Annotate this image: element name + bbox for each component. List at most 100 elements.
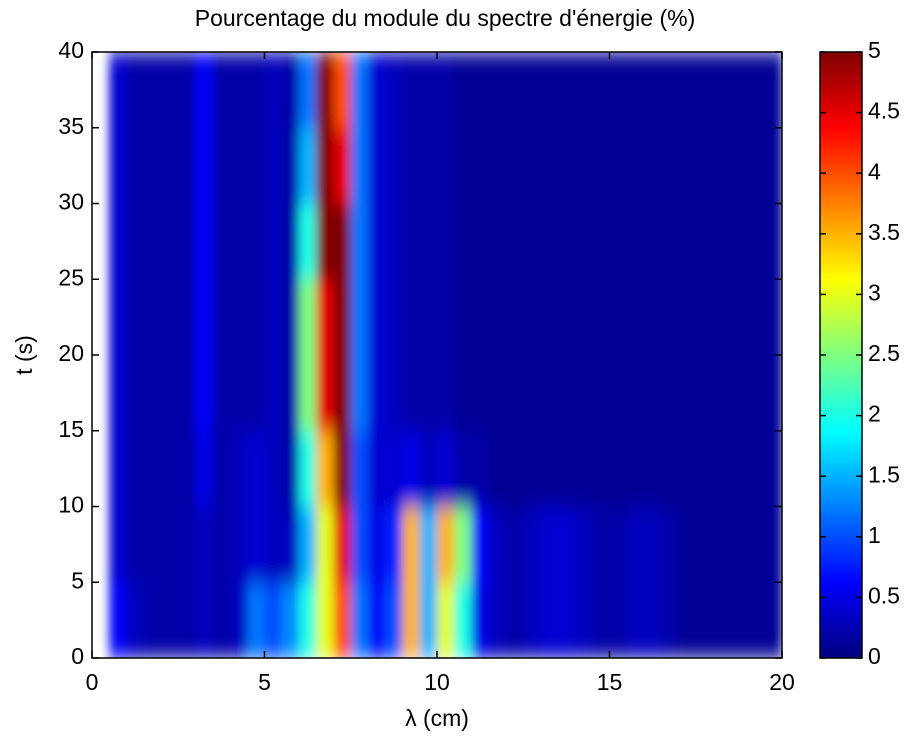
heatmap-cell — [764, 127, 782, 204]
heatmap-cell — [402, 506, 421, 583]
heatmap-cell — [730, 279, 748, 356]
heatmap-cell — [575, 430, 593, 507]
y-tick-label: 30 — [58, 189, 84, 215]
heatmap-cell — [592, 506, 610, 583]
heatmap-cell — [109, 127, 127, 204]
heatmap-cell — [713, 127, 731, 204]
heatmap-cell — [626, 430, 645, 507]
heatmap-cell — [419, 430, 438, 507]
heatmap-cell — [523, 506, 541, 583]
heatmap-cell — [575, 52, 593, 129]
heatmap-cell — [540, 279, 559, 356]
heatmap-cell — [264, 203, 283, 280]
heatmap-cell — [281, 355, 300, 432]
heatmap-cell — [678, 582, 697, 658]
heatmap-cell — [506, 279, 524, 356]
y-tick-label: 0 — [71, 643, 84, 669]
heatmap-cell — [437, 506, 455, 583]
heatmap-cell — [161, 203, 179, 280]
heatmap-cell — [419, 203, 438, 280]
heatmap-cell — [506, 506, 524, 583]
heatmap-cell — [195, 430, 214, 507]
heatmap-cell — [264, 52, 283, 129]
heatmap-cell — [161, 506, 179, 583]
heatmap-cell — [299, 582, 317, 658]
heatmap-cell — [454, 582, 472, 658]
heatmap-cell — [523, 279, 541, 356]
colorbar-tick-label: 1.5 — [868, 461, 900, 487]
heatmap-cell — [575, 127, 593, 204]
heatmap-cell — [281, 52, 300, 129]
heatmap-cell — [713, 52, 731, 129]
heatmap-cell — [264, 582, 283, 658]
heatmap-cell — [385, 52, 403, 129]
heatmap-cell — [402, 279, 421, 356]
heatmap-cell — [609, 203, 628, 280]
heatmap-cell — [247, 355, 265, 432]
heatmap-cell — [316, 127, 334, 204]
heatmap-cell — [592, 279, 610, 356]
heatmap-cell — [454, 203, 472, 280]
heatmap-cell — [143, 52, 162, 129]
heatmap-cell — [333, 430, 352, 507]
y-tick-label: 15 — [58, 416, 84, 442]
heatmap-cell — [212, 127, 231, 204]
heatmap-cell — [575, 582, 593, 658]
heatmap-cell — [764, 279, 782, 356]
heatmap-cell — [626, 52, 645, 129]
heatmap-cell — [488, 127, 507, 204]
heatmap-cell — [644, 279, 662, 356]
heatmap-cell — [592, 203, 610, 280]
heatmap-cell — [350, 355, 369, 432]
heatmap-cell — [230, 203, 248, 280]
heatmap-cell — [333, 582, 352, 658]
heatmap-cell — [161, 430, 179, 507]
heatmap-cell — [695, 506, 714, 583]
heatmap-cell — [747, 203, 766, 280]
heatmap-cell — [626, 127, 645, 204]
heatmap-cell — [247, 52, 265, 129]
heatmap-cell — [247, 582, 265, 658]
heatmap-cell — [316, 279, 334, 356]
heatmap-cell — [437, 279, 455, 356]
colorbar-tick-label: 2.5 — [868, 340, 900, 366]
heatmap-cell — [713, 506, 731, 583]
heatmap-cell — [747, 582, 766, 658]
heatmap-cell — [730, 52, 748, 129]
heatmap-cell — [661, 506, 679, 583]
heatmap-cell — [143, 506, 162, 583]
heatmap-cell — [523, 203, 541, 280]
heatmap-cell — [540, 203, 559, 280]
heatmap-cell — [143, 203, 162, 280]
heatmap-cell — [350, 203, 369, 280]
heatmap-cell — [264, 506, 283, 583]
heatmap-cell — [437, 127, 455, 204]
heatmap-cell — [385, 582, 403, 658]
heatmap-cell — [161, 279, 179, 356]
heatmap-cell — [678, 506, 697, 583]
heatmap-cell — [609, 52, 628, 129]
heatmap-cell — [230, 127, 248, 204]
heatmap-cell — [178, 279, 196, 356]
heatmap-cell — [713, 430, 731, 507]
heatmap-cell — [230, 430, 248, 507]
heatmap-cell — [592, 430, 610, 507]
heatmap-cell — [678, 430, 697, 507]
heatmap-cell — [195, 127, 214, 204]
heatmap-cell — [695, 203, 714, 280]
colorbar-tick-label: 3 — [868, 279, 881, 305]
heatmap-cell — [661, 355, 679, 432]
heatmap-cell — [661, 279, 679, 356]
heatmap-cell — [661, 430, 679, 507]
colorbar-tick-label: 2 — [868, 401, 881, 427]
heatmap-cell — [644, 355, 662, 432]
heatmap-cell — [506, 355, 524, 432]
heatmap-cell — [350, 506, 369, 583]
heatmap-cell — [678, 52, 697, 129]
heatmap-cell — [212, 355, 231, 432]
heatmap-cell — [402, 582, 421, 658]
heatmap-cell — [437, 582, 455, 658]
heatmap-cell — [212, 582, 231, 658]
heatmap-cell — [230, 279, 248, 356]
heatmap-cell — [609, 279, 628, 356]
